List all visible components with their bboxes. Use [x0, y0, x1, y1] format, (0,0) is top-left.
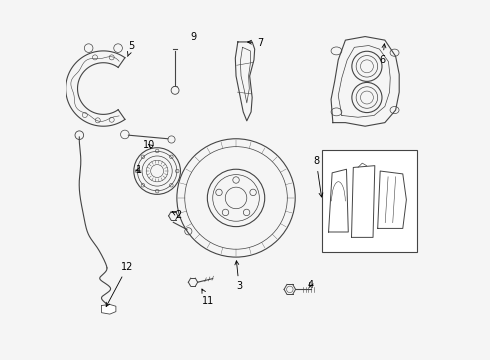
Text: 4: 4 [308, 280, 314, 289]
Text: 9: 9 [190, 32, 196, 42]
Text: 5: 5 [127, 41, 135, 57]
Text: 11: 11 [202, 289, 214, 306]
Text: 3: 3 [235, 261, 242, 291]
Text: 7: 7 [247, 37, 264, 48]
Bar [322, 149, 417, 252]
Polygon shape [351, 166, 375, 237]
Text: 6: 6 [379, 44, 386, 66]
Text: 8: 8 [313, 156, 323, 197]
Text: 2: 2 [172, 210, 181, 220]
Polygon shape [101, 305, 116, 314]
Polygon shape [378, 171, 406, 228]
Polygon shape [329, 169, 348, 232]
Text: 1: 1 [136, 165, 142, 175]
Text: 10: 10 [143, 140, 155, 150]
Text: 12: 12 [106, 262, 134, 307]
